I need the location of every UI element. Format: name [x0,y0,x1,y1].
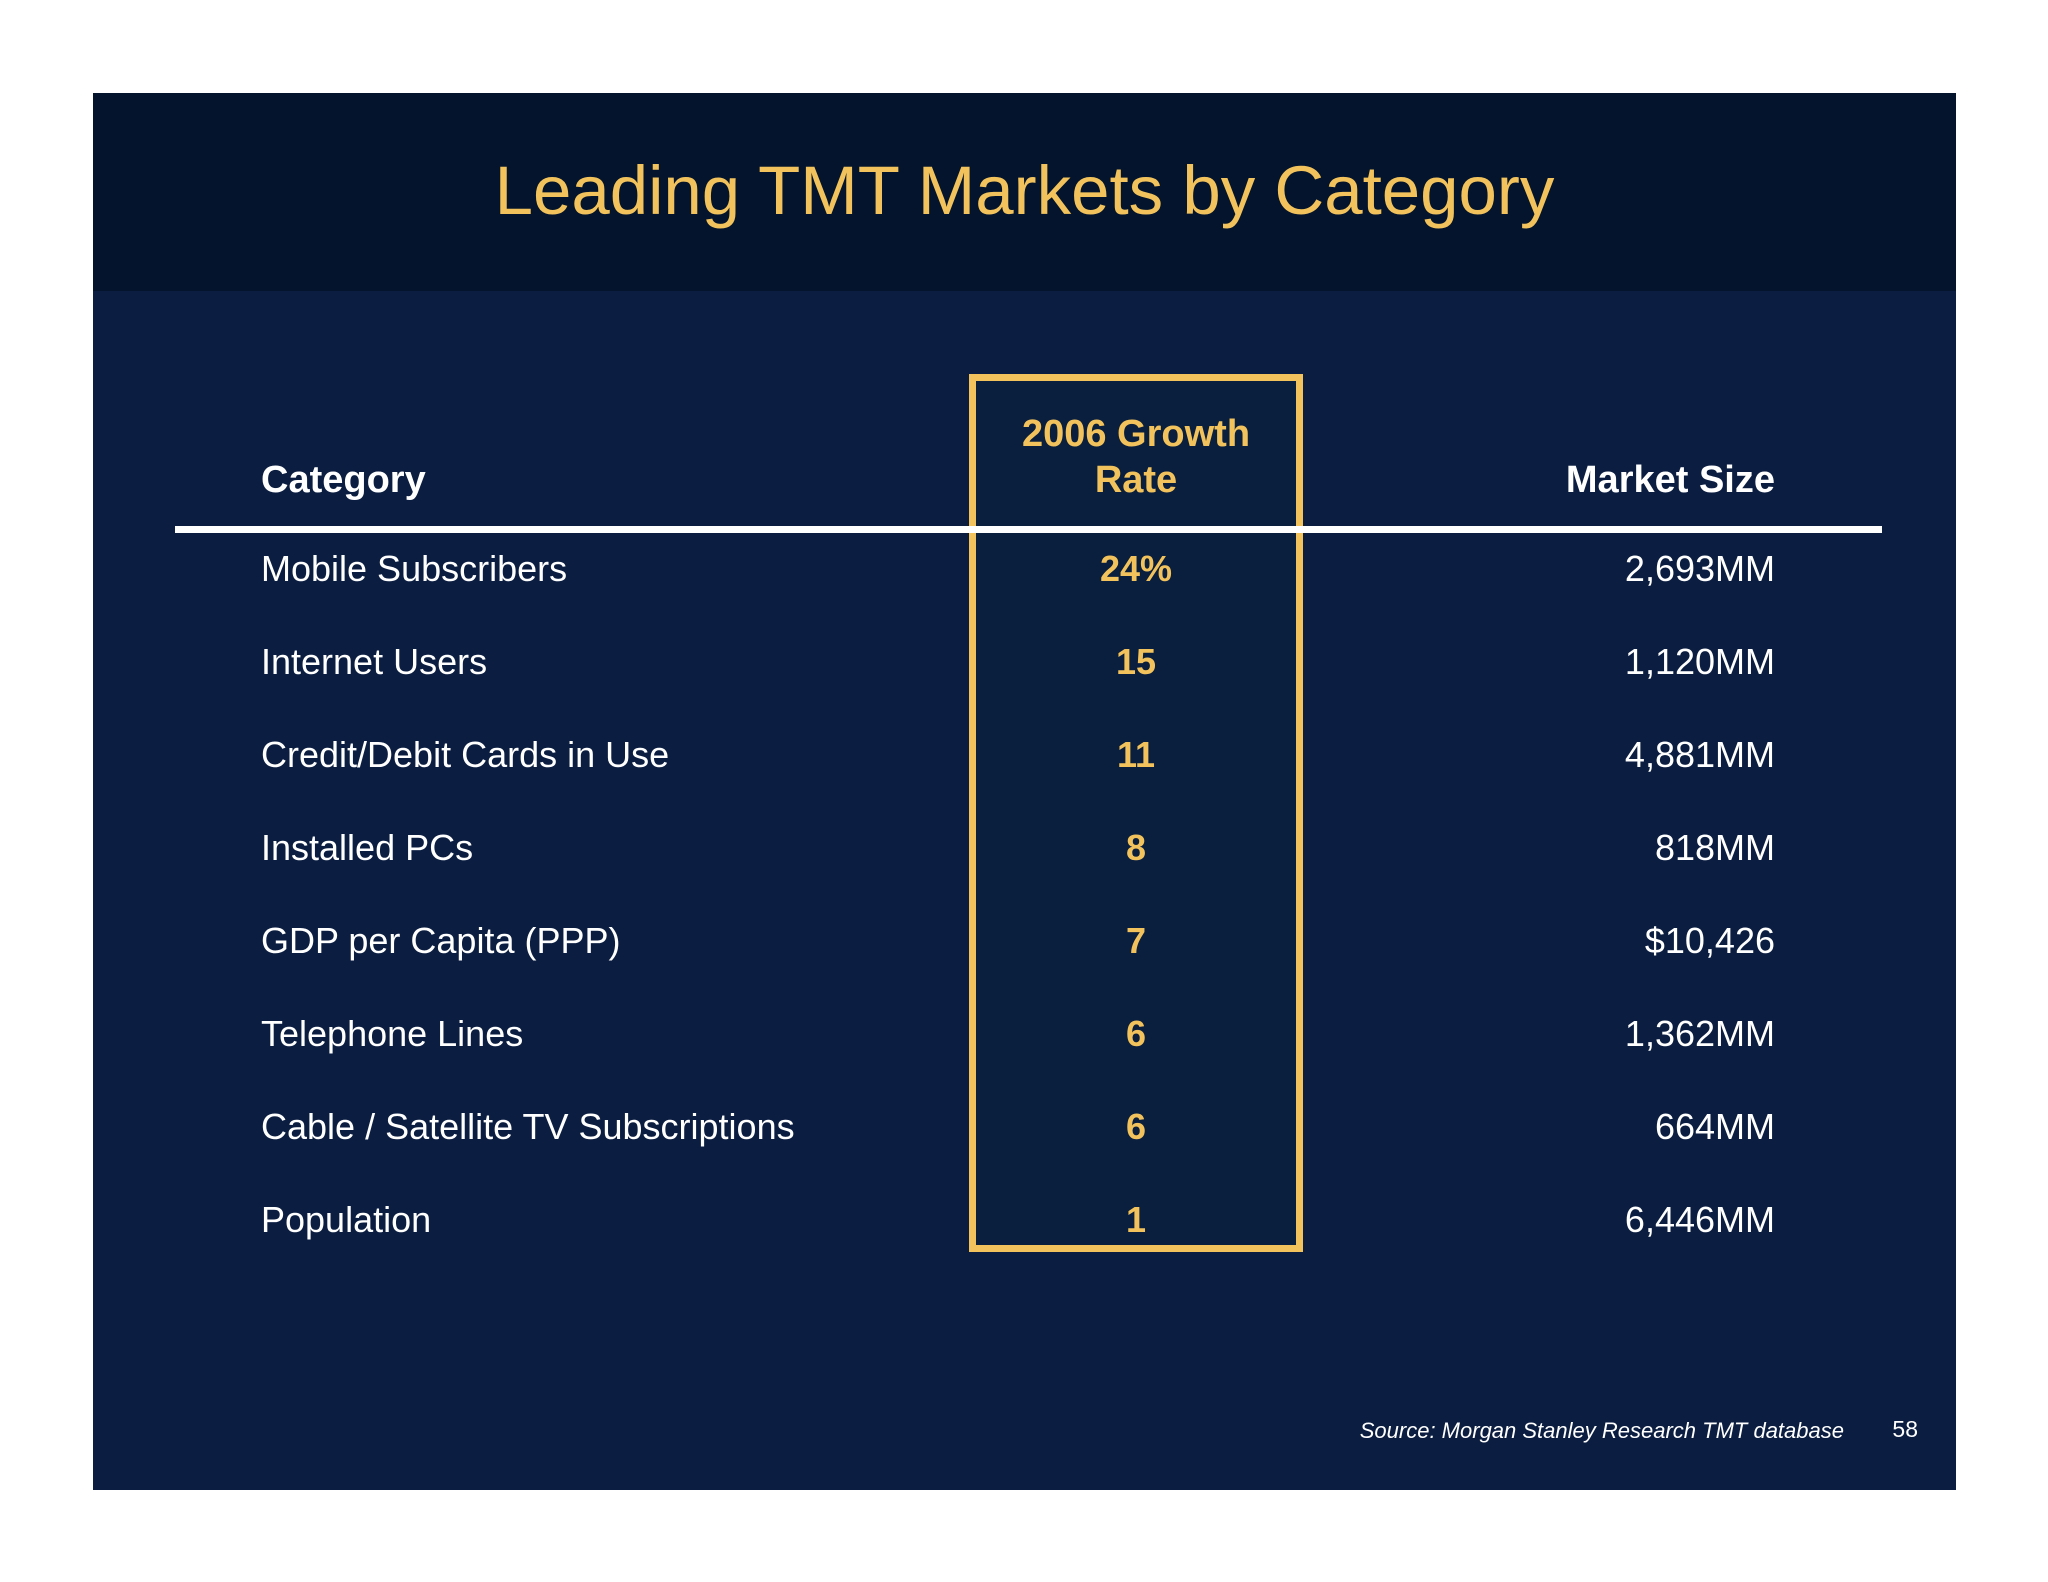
market-size-cell: $10,426 [1644,920,1775,961]
category-cell: Internet Users [261,641,488,682]
growth-rate-cell: 1 [1125,1199,1147,1240]
column-header-market-size: Market Size [1565,459,1775,501]
slide: Leading TMT Markets by Category Category… [93,93,1956,1490]
category-cell: GDP per Capita (PPP) [261,920,621,961]
category-cell: Credit/Debit Cards in Use [261,734,670,775]
growth-rate-cell: 6 [1125,1013,1147,1054]
category-cell: Cable / Satellite TV Subscriptions [261,1106,795,1147]
growth-rate-cell: 7 [1125,920,1147,961]
table-row: Installed PCs 8 818MM [93,825,1956,918]
table-row: Telephone Lines 6 1,362MM [93,1011,1956,1104]
table-row: Population 1 6,446MM [93,1197,1956,1290]
column-header-growth-line-2: Rate [1094,459,1178,501]
market-size-cell: 4,881MM [1624,734,1775,775]
market-size-cell: 664MM [1654,1106,1775,1147]
market-size-cell: 1,120MM [1624,641,1775,682]
table-row: Credit/Debit Cards in Use 11 4,881MM [93,732,1956,825]
growth-rate-cell: 11 [1116,734,1156,775]
column-header-category: Category [261,459,426,501]
header-divider [175,526,1882,533]
category-cell: Population [261,1199,432,1240]
market-size-cell: 6,446MM [1624,1199,1775,1240]
column-header-growth-rate: 2006 Growth Rate [969,411,1303,503]
growth-rate-cell: 8 [1125,827,1147,868]
market-size-cell: 818MM [1654,827,1775,868]
growth-rate-cell: 15 [1115,641,1157,682]
market-size-cell: 1,362MM [1624,1013,1775,1054]
market-size-cell: 2,693MM [1624,548,1775,589]
table-row: Internet Users 15 1,120MM [93,639,1956,732]
growth-rate-highlight-box [969,374,1303,1252]
page-number: 58 [1892,1416,1918,1442]
column-header-growth-line-1: 2006 Growth [1021,413,1251,455]
table-row: Mobile Subscribers 24% 2,693MM [93,546,1956,639]
table-body: Mobile Subscribers 24% 2,693MM Internet … [93,546,1956,1290]
category-cell: Telephone Lines [261,1013,524,1054]
growth-rate-cell: 24% [1099,548,1173,589]
table-row: GDP per Capita (PPP) 7 $10,426 [93,918,1956,1011]
title-band: Leading TMT Markets by Category [93,93,1956,291]
table-row: Cable / Satellite TV Subscriptions 6 664… [93,1104,1956,1197]
slide-title: Leading TMT Markets by Category [494,152,1555,229]
growth-rate-cell: 6 [1125,1106,1147,1147]
category-cell: Mobile Subscribers [261,548,568,589]
source-note: Source: Morgan Stanley Research TMT data… [1359,1418,1844,1443]
category-cell: Installed PCs [261,827,474,868]
